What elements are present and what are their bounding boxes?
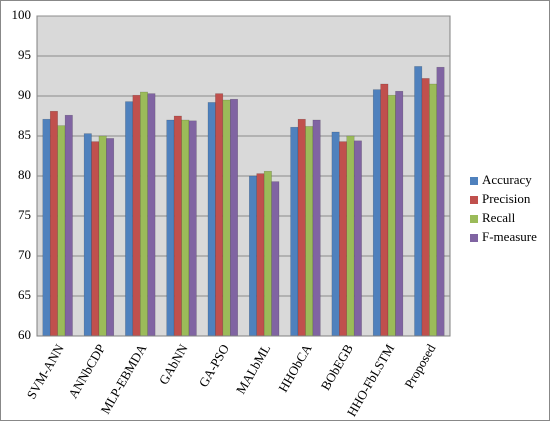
y-tick-label: 100	[12, 7, 32, 22]
bar	[83, 133, 92, 337]
bar	[57, 125, 66, 337]
legend-label: Accuracy	[482, 172, 532, 187]
bar	[249, 175, 257, 337]
bar	[106, 138, 115, 337]
bar	[173, 115, 182, 337]
bar	[222, 99, 231, 337]
y-tick-label: 90	[18, 87, 31, 102]
bar	[312, 119, 321, 337]
bar	[331, 131, 340, 337]
bar	[215, 93, 224, 337]
bar	[353, 140, 362, 337]
y-tick-label: 60	[18, 327, 31, 342]
bar	[91, 141, 100, 337]
bar	[339, 141, 348, 337]
bar	[271, 181, 280, 337]
y-tick-label: 75	[18, 207, 31, 222]
y-tick-label: 85	[18, 127, 31, 142]
bar	[346, 135, 355, 337]
bar	[98, 135, 107, 337]
bar	[125, 101, 134, 337]
bar	[297, 118, 306, 337]
legend-swatch	[470, 196, 478, 204]
bar	[380, 83, 389, 337]
bar	[421, 78, 430, 337]
bar	[49, 110, 58, 337]
legend-label: Precision	[482, 191, 531, 206]
bar	[64, 114, 73, 337]
bar	[305, 126, 314, 337]
bar	[181, 119, 190, 337]
y-tick-label: 70	[18, 247, 31, 262]
legend-swatch	[470, 234, 478, 242]
bar	[429, 83, 438, 337]
legend-label: F-measure	[482, 229, 537, 244]
legend-swatch	[470, 215, 478, 223]
bar	[140, 91, 148, 337]
bar	[372, 89, 381, 337]
bar	[263, 170, 272, 337]
bar	[387, 94, 396, 337]
bar	[132, 94, 141, 337]
bar	[207, 102, 216, 337]
bar	[166, 119, 175, 337]
y-tick-label: 95	[18, 47, 31, 62]
bar	[42, 118, 51, 337]
bar	[290, 126, 299, 337]
bar	[436, 66, 445, 337]
y-tick-label: 65	[18, 287, 31, 302]
y-tick-label: 80	[18, 167, 31, 182]
legend-swatch	[470, 177, 478, 185]
bar	[256, 173, 265, 337]
bar	[414, 66, 423, 337]
bar	[230, 98, 238, 337]
bar	[188, 120, 197, 337]
bar	[395, 90, 404, 337]
legend-label: Recall	[482, 210, 516, 225]
bar	[147, 93, 156, 337]
